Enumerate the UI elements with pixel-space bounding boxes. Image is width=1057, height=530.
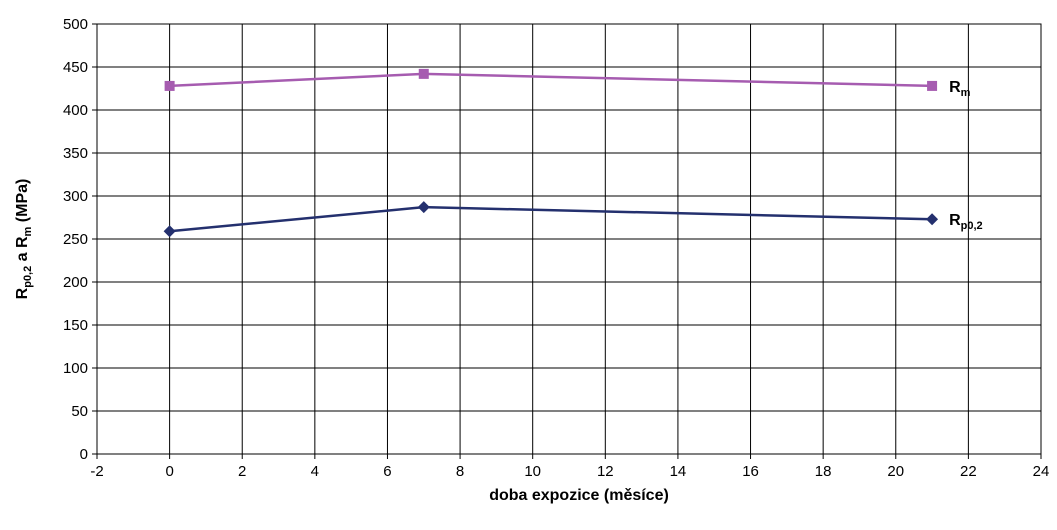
x-tick-label: 16 [742, 463, 759, 480]
y-tick-label: 50 [71, 403, 88, 420]
y-axis-title-part: R [14, 287, 31, 299]
x-axis-title: doba expozice (měsíce) [489, 487, 669, 504]
x-tick-label: 18 [815, 463, 832, 480]
data-point [163, 225, 176, 238]
y-tick-label: 500 [63, 16, 88, 33]
y-axis-title: Rp0,2 a Rm (MPa) [14, 179, 34, 300]
series-0 [164, 68, 938, 91]
y-axis-title-part: p0,2 [22, 266, 34, 288]
series-line [169, 72, 933, 88]
data-point [418, 68, 429, 79]
data-point [927, 80, 938, 91]
y-axis-ticks: 0 50 100 150 200 250 300 350 400 450 500 [63, 16, 97, 463]
series-label: Rp0,2 [949, 212, 983, 232]
x-tick-label: 20 [887, 463, 904, 480]
y-tick-label: 150 [63, 317, 88, 334]
x-tick-label: 24 [1033, 463, 1050, 480]
series-label-sub: p0,2 [961, 220, 983, 232]
y-axis-title-part: m [22, 226, 34, 236]
x-tick-label: 0 [165, 463, 173, 480]
y-axis-title-part: a R [14, 236, 31, 266]
y-tick-label: 250 [63, 231, 88, 248]
series-label: Rm [949, 79, 971, 99]
x-tick-label: 12 [597, 463, 614, 480]
series-label-sub: m [961, 87, 971, 99]
x-tick-label: 10 [524, 463, 541, 480]
x-tick-label: 4 [311, 463, 319, 480]
x-tick-label: 14 [670, 463, 687, 480]
x-tick-label: 8 [456, 463, 464, 480]
y-tick-label: 100 [63, 360, 88, 377]
x-axis-ticks: -2 0 2 4 6 8 10 12 14 16 18 20 22 24 [90, 454, 1049, 480]
x-tick-label: 22 [960, 463, 977, 480]
y-tick-label: 450 [63, 59, 88, 76]
y-tick-label: 400 [63, 102, 88, 119]
data-point [417, 201, 430, 214]
grid [96, 23, 1042, 455]
y-tick-label: 350 [63, 145, 88, 162]
y-tick-label: 300 [63, 188, 88, 205]
x-tick-label: 6 [383, 463, 391, 480]
series-1 [163, 201, 939, 238]
data-point [164, 80, 175, 91]
series-label-main: R [949, 212, 961, 229]
x-tick-label: 2 [238, 463, 246, 480]
series-line [169, 205, 933, 233]
series-layer [163, 68, 939, 238]
y-tick-label: 200 [63, 274, 88, 291]
data-point [926, 213, 939, 226]
y-tick-label: 0 [80, 446, 88, 463]
series-label-main: R [949, 79, 961, 96]
x-tick-label: -2 [90, 463, 103, 480]
y-axis-title-part: (MPa) [14, 179, 31, 227]
